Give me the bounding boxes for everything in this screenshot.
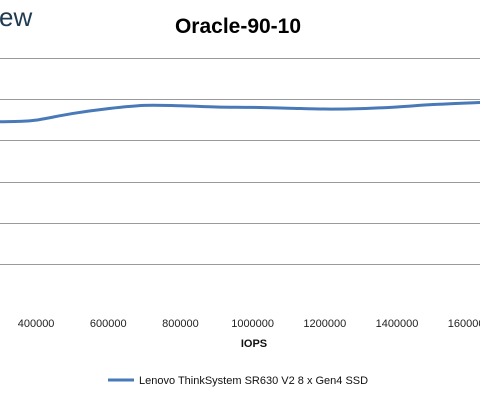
brand-logo-fragment: ew [0,2,32,32]
series-layer [0,100,480,124]
x-tick-label: 800000 [162,318,199,330]
legend-label: Lenovo ThinkSystem SR630 V2 8 x Gen4 SSD [139,375,368,387]
chart-title: Oracle-90-10 [175,15,301,38]
x-tick-label: 1200000 [303,318,346,330]
x-axis-label: IOPS [241,338,267,350]
x-tick-label: 1400000 [376,318,419,330]
x-axis-ticks: 400000 600000 800000 1000000 1200000 1400000 1… [18,318,480,330]
series-line-1 [0,100,480,124]
x-tick-label: 400000 [18,318,55,330]
x-tick-label: 600000 [90,318,127,330]
gridlines [0,58,480,265]
x-tick-label: 1000000 [231,318,274,330]
legend: Lenovo ThinkSystem SR630 V2 8 x Gen4 SSD [108,375,368,387]
x-tick-label: 1600000 [448,318,480,330]
